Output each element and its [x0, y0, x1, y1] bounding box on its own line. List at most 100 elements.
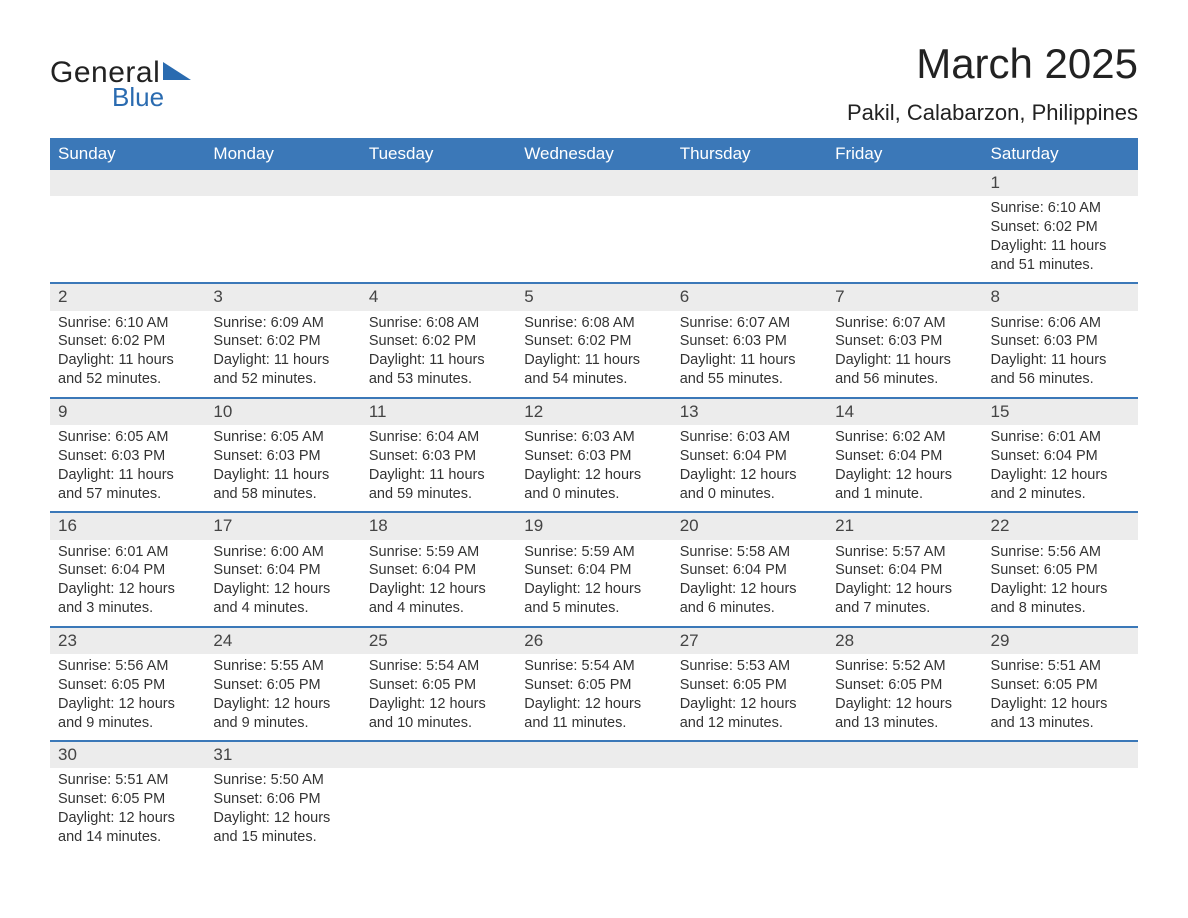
- empty-cell: [672, 768, 827, 854]
- day-7-day2: and 56 minutes.: [835, 370, 974, 389]
- day-31-number: 31: [205, 741, 360, 768]
- day-4-sunset: Sunset: 6:02 PM: [369, 332, 508, 351]
- day-14-day2: and 1 minute.: [835, 485, 974, 504]
- day-2-day1: Daylight: 11 hours: [58, 351, 197, 370]
- day-26-day1: Daylight: 12 hours: [524, 695, 663, 714]
- day-8-number: 8: [983, 283, 1138, 310]
- empty-cell: [205, 170, 360, 196]
- day-5-details: Sunrise: 6:08 AMSunset: 6:02 PMDaylight:…: [516, 311, 671, 398]
- day-7-details: Sunrise: 6:07 AMSunset: 6:03 PMDaylight:…: [827, 311, 982, 398]
- day-11-day2: and 59 minutes.: [369, 485, 508, 504]
- day-6-day2: and 55 minutes.: [680, 370, 819, 389]
- day-25-sunrise: Sunrise: 5:54 AM: [369, 657, 508, 676]
- day-23-sunrise: Sunrise: 5:56 AM: [58, 657, 197, 676]
- day-28-details: Sunrise: 5:52 AMSunset: 6:05 PMDaylight:…: [827, 654, 982, 741]
- day-9-sunset: Sunset: 6:03 PM: [58, 447, 197, 466]
- day-24-sunset: Sunset: 6:05 PM: [213, 676, 352, 695]
- day-12-number: 12: [516, 398, 671, 425]
- day-11-sunset: Sunset: 6:03 PM: [369, 447, 508, 466]
- day-26-number: 26: [516, 627, 671, 654]
- day-22-sunrise: Sunrise: 5:56 AM: [991, 543, 1130, 562]
- day-7-day1: Daylight: 11 hours: [835, 351, 974, 370]
- empty-cell: [672, 196, 827, 283]
- day-26-sunrise: Sunrise: 5:54 AM: [524, 657, 663, 676]
- day-11-number: 11: [361, 398, 516, 425]
- week-3-daynums: 16171819202122: [50, 512, 1138, 539]
- dayname-friday: Friday: [827, 138, 982, 170]
- day-11-details: Sunrise: 6:04 AMSunset: 6:03 PMDaylight:…: [361, 425, 516, 512]
- day-14-day1: Daylight: 12 hours: [835, 466, 974, 485]
- day-15-sunset: Sunset: 6:04 PM: [991, 447, 1130, 466]
- day-10-sunrise: Sunrise: 6:05 AM: [213, 428, 352, 447]
- day-23-sunset: Sunset: 6:05 PM: [58, 676, 197, 695]
- day-31-day2: and 15 minutes.: [213, 828, 352, 847]
- day-19-details: Sunrise: 5:59 AMSunset: 6:04 PMDaylight:…: [516, 540, 671, 627]
- day-16-day1: Daylight: 12 hours: [58, 580, 197, 599]
- page-title: March 2025: [847, 40, 1138, 88]
- day-20-day2: and 6 minutes.: [680, 599, 819, 618]
- day-16-number: 16: [50, 512, 205, 539]
- day-5-day2: and 54 minutes.: [524, 370, 663, 389]
- day-13-day1: Daylight: 12 hours: [680, 466, 819, 485]
- day-18-details: Sunrise: 5:59 AMSunset: 6:04 PMDaylight:…: [361, 540, 516, 627]
- day-10-details: Sunrise: 6:05 AMSunset: 6:03 PMDaylight:…: [205, 425, 360, 512]
- day-28-number: 28: [827, 627, 982, 654]
- day-8-details: Sunrise: 6:06 AMSunset: 6:03 PMDaylight:…: [983, 311, 1138, 398]
- day-19-number: 19: [516, 512, 671, 539]
- day-3-sunset: Sunset: 6:02 PM: [213, 332, 352, 351]
- day-27-number: 27: [672, 627, 827, 654]
- day-18-day2: and 4 minutes.: [369, 599, 508, 618]
- location-subtitle: Pakil, Calabarzon, Philippines: [847, 100, 1138, 126]
- day-17-day2: and 4 minutes.: [213, 599, 352, 618]
- day-8-day2: and 56 minutes.: [991, 370, 1130, 389]
- day-20-sunrise: Sunrise: 5:58 AM: [680, 543, 819, 562]
- day-8-sunrise: Sunrise: 6:06 AM: [991, 314, 1130, 333]
- week-2-details: Sunrise: 6:05 AM Sunset: 6:03 PM Daylight:…: [50, 425, 1138, 512]
- day-18-number: 18: [361, 512, 516, 539]
- day-30-number: 30: [50, 741, 205, 768]
- day-5-sunset: Sunset: 6:02 PM: [524, 332, 663, 351]
- empty-cell: [827, 741, 982, 768]
- day-16-day2: and 3 minutes.: [58, 599, 197, 618]
- day-15-day1: Daylight: 12 hours: [991, 466, 1130, 485]
- day-14-sunset: Sunset: 6:04 PM: [835, 447, 974, 466]
- day-1-sunset: Sunset: 6:02 PM: [991, 218, 1130, 237]
- dayname-thursday: Thursday: [672, 138, 827, 170]
- day-25-day1: Daylight: 12 hours: [369, 695, 508, 714]
- week-1-daynums: 2345678: [50, 283, 1138, 310]
- day-29-sunrise: Sunrise: 5:51 AM: [991, 657, 1130, 676]
- day-12-sunrise: Sunrise: 6:03 AM: [524, 428, 663, 447]
- dayname-saturday: Saturday: [983, 138, 1138, 170]
- day-2-sunset: Sunset: 6:02 PM: [58, 332, 197, 351]
- day-19-day1: Daylight: 12 hours: [524, 580, 663, 599]
- day-13-day2: and 0 minutes.: [680, 485, 819, 504]
- day-30-day1: Daylight: 12 hours: [58, 809, 197, 828]
- day-13-sunrise: Sunrise: 6:03 AM: [680, 428, 819, 447]
- week-2-daynums: 9101112131415: [50, 398, 1138, 425]
- week-4-daynums: 23242526272829: [50, 627, 1138, 654]
- day-16-details: Sunrise: 6:01 AMSunset: 6:04 PMDaylight:…: [50, 540, 205, 627]
- day-28-day2: and 13 minutes.: [835, 714, 974, 733]
- day-8-sunset: Sunset: 6:03 PM: [991, 332, 1130, 351]
- week-5-daynums: 3031: [50, 741, 1138, 768]
- day-17-day1: Daylight: 12 hours: [213, 580, 352, 599]
- day-30-sunset: Sunset: 6:05 PM: [58, 790, 197, 809]
- day-13-number: 13: [672, 398, 827, 425]
- day-3-details: Sunrise: 6:09 AMSunset: 6:02 PMDaylight:…: [205, 311, 360, 398]
- empty-cell: [827, 196, 982, 283]
- day-25-details: Sunrise: 5:54 AMSunset: 6:05 PMDaylight:…: [361, 654, 516, 741]
- day-27-sunrise: Sunrise: 5:53 AM: [680, 657, 819, 676]
- empty-cell: [672, 170, 827, 196]
- day-4-number: 4: [361, 283, 516, 310]
- day-2-day2: and 52 minutes.: [58, 370, 197, 389]
- week-0-details: Sunrise: 6:10 AMSunset: 6:02 PMDaylight:…: [50, 196, 1138, 283]
- day-3-day2: and 52 minutes.: [213, 370, 352, 389]
- day-7-sunrise: Sunrise: 6:07 AM: [835, 314, 974, 333]
- day-22-day1: Daylight: 12 hours: [991, 580, 1130, 599]
- week-0-daynums: 1: [50, 170, 1138, 196]
- logo: General Blue: [50, 40, 191, 110]
- day-23-day1: Daylight: 12 hours: [58, 695, 197, 714]
- day-15-details: Sunrise: 6:01 AMSunset: 6:04 PMDaylight:…: [983, 425, 1138, 512]
- day-29-details: Sunrise: 5:51 AMSunset: 6:05 PMDaylight:…: [983, 654, 1138, 741]
- day-14-number: 14: [827, 398, 982, 425]
